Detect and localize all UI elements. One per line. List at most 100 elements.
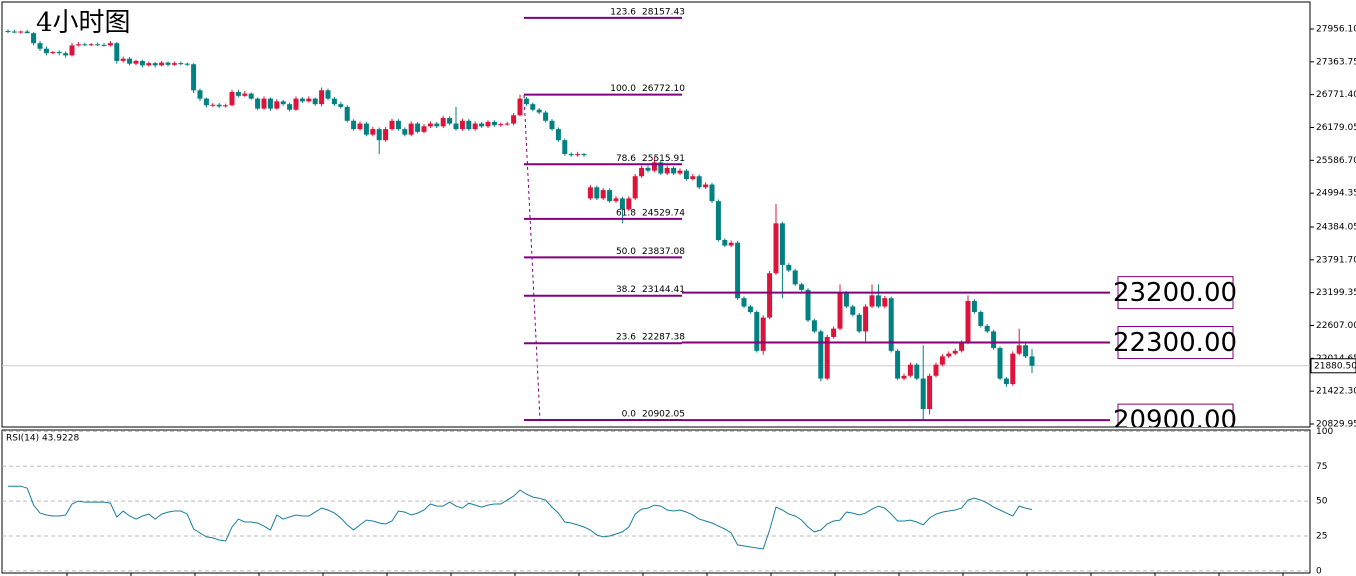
- candle-body: [69, 45, 75, 56]
- candle-body: [600, 190, 606, 199]
- chart-title: 4小时图: [36, 8, 131, 38]
- candle-body: [901, 375, 907, 379]
- candle-body: [607, 190, 613, 202]
- level-label: 23200.00: [1113, 278, 1237, 308]
- candle-body: [677, 170, 683, 174]
- candle-body: [319, 90, 325, 105]
- level-box: [1117, 326, 1234, 360]
- candle-body: [383, 129, 389, 141]
- candle-body: [581, 154, 587, 156]
- candle-body: [767, 273, 773, 318]
- candle-body: [453, 123, 459, 130]
- candle-body: [357, 123, 363, 130]
- candle-body: [850, 306, 856, 315]
- candle-body: [831, 328, 837, 337]
- candle-body: [888, 298, 894, 351]
- candle-body: [933, 364, 939, 376]
- fib-ratio: 50.0: [616, 247, 636, 257]
- candle-body: [773, 223, 779, 274]
- candle-body: [56, 52, 62, 54]
- candle-body: [139, 60, 145, 66]
- y-tick-label: 50: [1316, 497, 1328, 507]
- candle-body: [293, 98, 299, 110]
- y-tick-label: 24994.35: [1316, 189, 1356, 199]
- candle-body: [1016, 345, 1022, 354]
- candle-body: [255, 98, 261, 109]
- candle-body: [613, 198, 619, 202]
- candle-body: [146, 63, 152, 66]
- candle-body: [523, 98, 529, 105]
- candle-body: [869, 295, 875, 307]
- y-tick-label: 27956.10: [1316, 24, 1356, 34]
- axis: 27956.10 27363.75 26771.40 26179.05 25586.70…: [66, 24, 1356, 576]
- last-price-label: 21880.50: [1314, 361, 1356, 371]
- candle-body: [267, 98, 273, 109]
- candle-body: [274, 101, 280, 109]
- candle-body: [927, 375, 933, 410]
- candle-body: [37, 43, 43, 49]
- candle-body: [491, 121, 497, 126]
- rsi-plot: RSI(14) 43.9228: [2, 430, 1310, 572]
- rsi-line: [8, 485, 1033, 550]
- candle-body: [683, 170, 689, 179]
- y-tick-label: 27363.75: [1316, 57, 1356, 67]
- candle-body: [696, 176, 702, 188]
- level-box: [1117, 403, 1234, 427]
- fib-price: 28157.43: [642, 7, 685, 17]
- fib-price: 26772.10: [642, 84, 685, 94]
- candle-body: [11, 31, 17, 33]
- main-panel: [1, 1, 1311, 428]
- candle-body: [440, 118, 446, 127]
- y-tick-label: 26179.05: [1316, 123, 1356, 133]
- candle-body: [1029, 356, 1035, 366]
- fib-price: 20902.05: [642, 410, 685, 420]
- y-tick-label: 23199.35: [1316, 288, 1356, 298]
- candle-body: [248, 93, 254, 99]
- candle-body: [920, 378, 926, 410]
- candle-body: [184, 63, 190, 65]
- candle-body: [133, 60, 139, 64]
- candle-body: [863, 306, 869, 332]
- candle-body: [965, 300, 971, 343]
- candle-body: [517, 98, 523, 116]
- y-tick-label: 21422.30: [1316, 387, 1356, 397]
- level-label: 22300.00: [1113, 328, 1237, 358]
- y-tick-label: 26771.40: [1316, 90, 1356, 100]
- candle-body: [127, 58, 133, 64]
- fib-ratio: 38.2: [616, 285, 636, 295]
- candle-body: [229, 91, 235, 106]
- candle-body: [421, 126, 427, 132]
- candle-body: [722, 239, 728, 246]
- candle-body: [344, 106, 350, 121]
- candle-body: [504, 123, 510, 125]
- candle-body: [447, 118, 453, 124]
- candle-body: [82, 44, 88, 46]
- candle-body: [626, 198, 632, 210]
- candle-body: [639, 167, 645, 177]
- candle-body: [63, 53, 69, 56]
- candle-body: [658, 162, 664, 174]
- candle-body: [210, 104, 216, 106]
- candle-body: [575, 154, 581, 156]
- candle-body: [338, 104, 344, 107]
- candle-body: [594, 187, 600, 199]
- candle-body: [543, 112, 549, 121]
- candle-body: [370, 129, 376, 135]
- candle-body: [671, 167, 677, 174]
- candle-body: [120, 58, 126, 61]
- candle-body: [485, 121, 491, 127]
- candle-body: [664, 167, 670, 174]
- candle-body: [715, 201, 721, 240]
- level-box: [1117, 276, 1234, 310]
- candle-body: [939, 356, 945, 365]
- candle-body: [530, 104, 536, 110]
- candle-body: [997, 348, 1003, 379]
- fib-ratio: 78.6: [616, 154, 636, 164]
- candle-body: [498, 124, 504, 126]
- candle-body: [114, 43, 120, 61]
- y-tick-label: 75: [1316, 462, 1327, 472]
- candle-body: [312, 98, 318, 105]
- candle-body: [50, 52, 56, 54]
- candle-body: [690, 176, 696, 179]
